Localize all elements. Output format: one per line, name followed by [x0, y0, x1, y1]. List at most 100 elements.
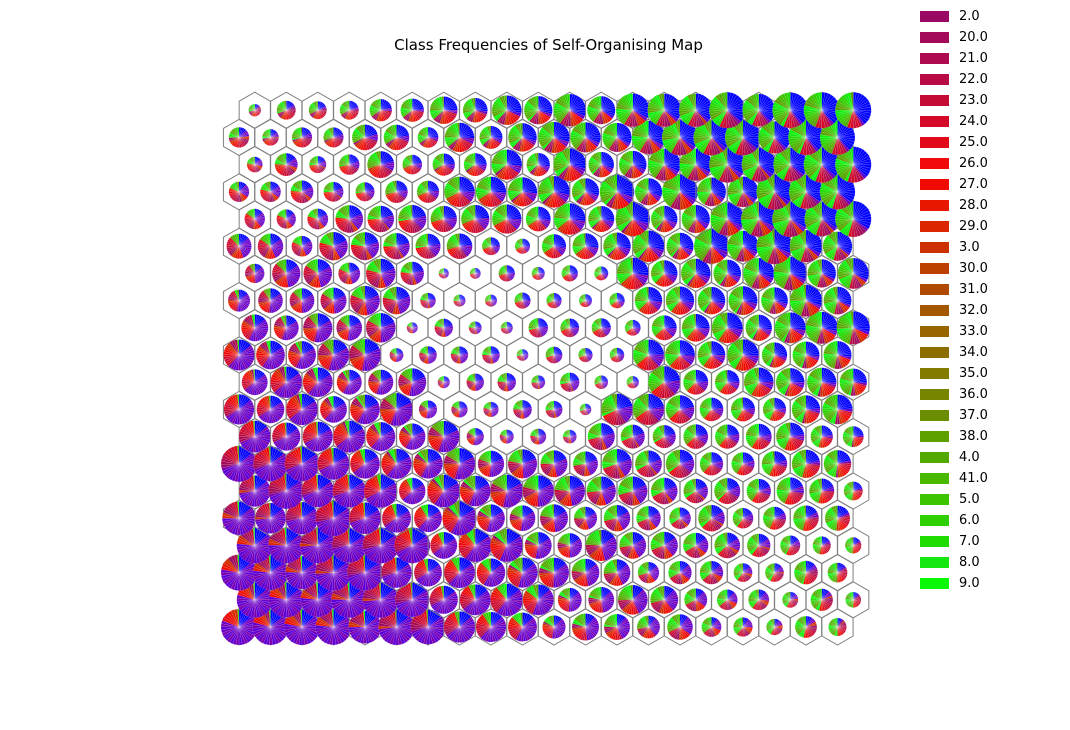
pie-slice	[364, 626, 380, 639]
pie-slice	[270, 626, 277, 646]
som-cell	[632, 445, 665, 483]
som-cell	[616, 526, 649, 564]
pie-slice	[223, 614, 240, 628]
som-cell	[648, 581, 681, 619]
som-cell	[663, 554, 697, 592]
pie-slice	[222, 617, 240, 628]
som-cell	[758, 608, 791, 646]
som-cell	[679, 526, 712, 564]
som-cell	[522, 526, 555, 564]
som-cell	[821, 499, 854, 537]
som-cell	[490, 472, 524, 510]
pie-slice	[238, 626, 251, 643]
pie-slice	[333, 626, 345, 644]
pie-slice	[364, 626, 370, 644]
pie-slice	[284, 626, 303, 634]
pie-slice	[255, 626, 271, 641]
som-cell	[600, 445, 634, 483]
som-cell	[663, 608, 697, 646]
pie-slice	[326, 626, 334, 645]
som-cell	[837, 472, 870, 510]
pie-slice	[352, 626, 366, 641]
pie-slice	[270, 626, 282, 644]
pie-slice	[223, 626, 240, 639]
som-cell	[569, 608, 602, 646]
pie-slice	[221, 620, 240, 628]
som-cell	[616, 472, 649, 510]
pie-slice	[270, 626, 280, 645]
som-cell	[805, 581, 838, 619]
pie-slice	[253, 618, 271, 628]
pie-slice	[364, 626, 375, 643]
pie-slice	[284, 620, 303, 628]
pie-slice	[396, 626, 403, 645]
som-cell	[396, 472, 429, 510]
som-cell	[774, 472, 807, 510]
pie-slice	[301, 626, 312, 645]
som-cell	[663, 499, 697, 537]
pie-slice	[238, 626, 243, 646]
som-cell	[742, 472, 775, 510]
pie-slice	[252, 624, 271, 629]
pie-slice	[221, 626, 240, 637]
pie-slice	[286, 626, 303, 639]
pie-slice	[260, 626, 271, 644]
som-cell	[648, 472, 681, 510]
pie-slice	[298, 626, 303, 646]
som-cell	[711, 526, 744, 564]
som-cell	[695, 608, 728, 646]
pie-slice	[348, 626, 366, 634]
pie-slice	[225, 612, 240, 628]
pie-slice	[332, 626, 336, 646]
pie-slice	[333, 626, 348, 642]
pie-slice	[269, 626, 273, 646]
som-cell	[632, 554, 665, 592]
som-cell	[632, 499, 665, 537]
pie-slice	[316, 626, 334, 635]
pie-slice	[290, 626, 303, 643]
pie-slice	[230, 609, 240, 628]
som-cell	[394, 526, 431, 564]
pie-slice	[316, 619, 334, 628]
pie-slice	[360, 626, 366, 644]
som-cell	[522, 581, 555, 619]
som-cell	[758, 499, 791, 537]
som-cell	[789, 554, 823, 592]
som-cell	[632, 608, 665, 646]
pie-slice	[301, 626, 314, 643]
pie-slice	[349, 626, 366, 636]
som-cell	[805, 472, 838, 510]
pie-slice	[232, 626, 240, 645]
pie-slice	[348, 626, 366, 631]
pie-slice	[287, 626, 303, 641]
pie-slice	[270, 626, 285, 642]
pie-slice	[252, 621, 271, 628]
som-cell	[742, 581, 775, 619]
pie-slice	[301, 626, 309, 645]
som-cell	[711, 581, 744, 619]
pie-slice	[301, 626, 306, 646]
pie-slice	[396, 626, 406, 645]
pie-slice	[364, 626, 373, 644]
pie-slice	[283, 623, 303, 628]
som-cell	[679, 581, 712, 619]
som-cell	[774, 526, 807, 564]
pie-slice	[220, 626, 240, 631]
som-cell	[585, 472, 618, 510]
pie-slice	[263, 626, 271, 645]
som-cell	[821, 608, 854, 646]
som-cell	[695, 499, 728, 537]
pie-slice	[283, 626, 303, 631]
pie-slice	[220, 623, 240, 628]
som-cell	[726, 554, 760, 592]
pie-slice	[233, 608, 240, 628]
pie-slice	[333, 626, 350, 640]
som-cell	[758, 554, 791, 592]
pie-slice	[318, 626, 334, 641]
som-cell	[522, 472, 555, 510]
som-cell	[553, 581, 586, 619]
pie-slice	[284, 626, 303, 637]
som-cell	[553, 472, 586, 510]
pie-slice	[396, 626, 408, 644]
